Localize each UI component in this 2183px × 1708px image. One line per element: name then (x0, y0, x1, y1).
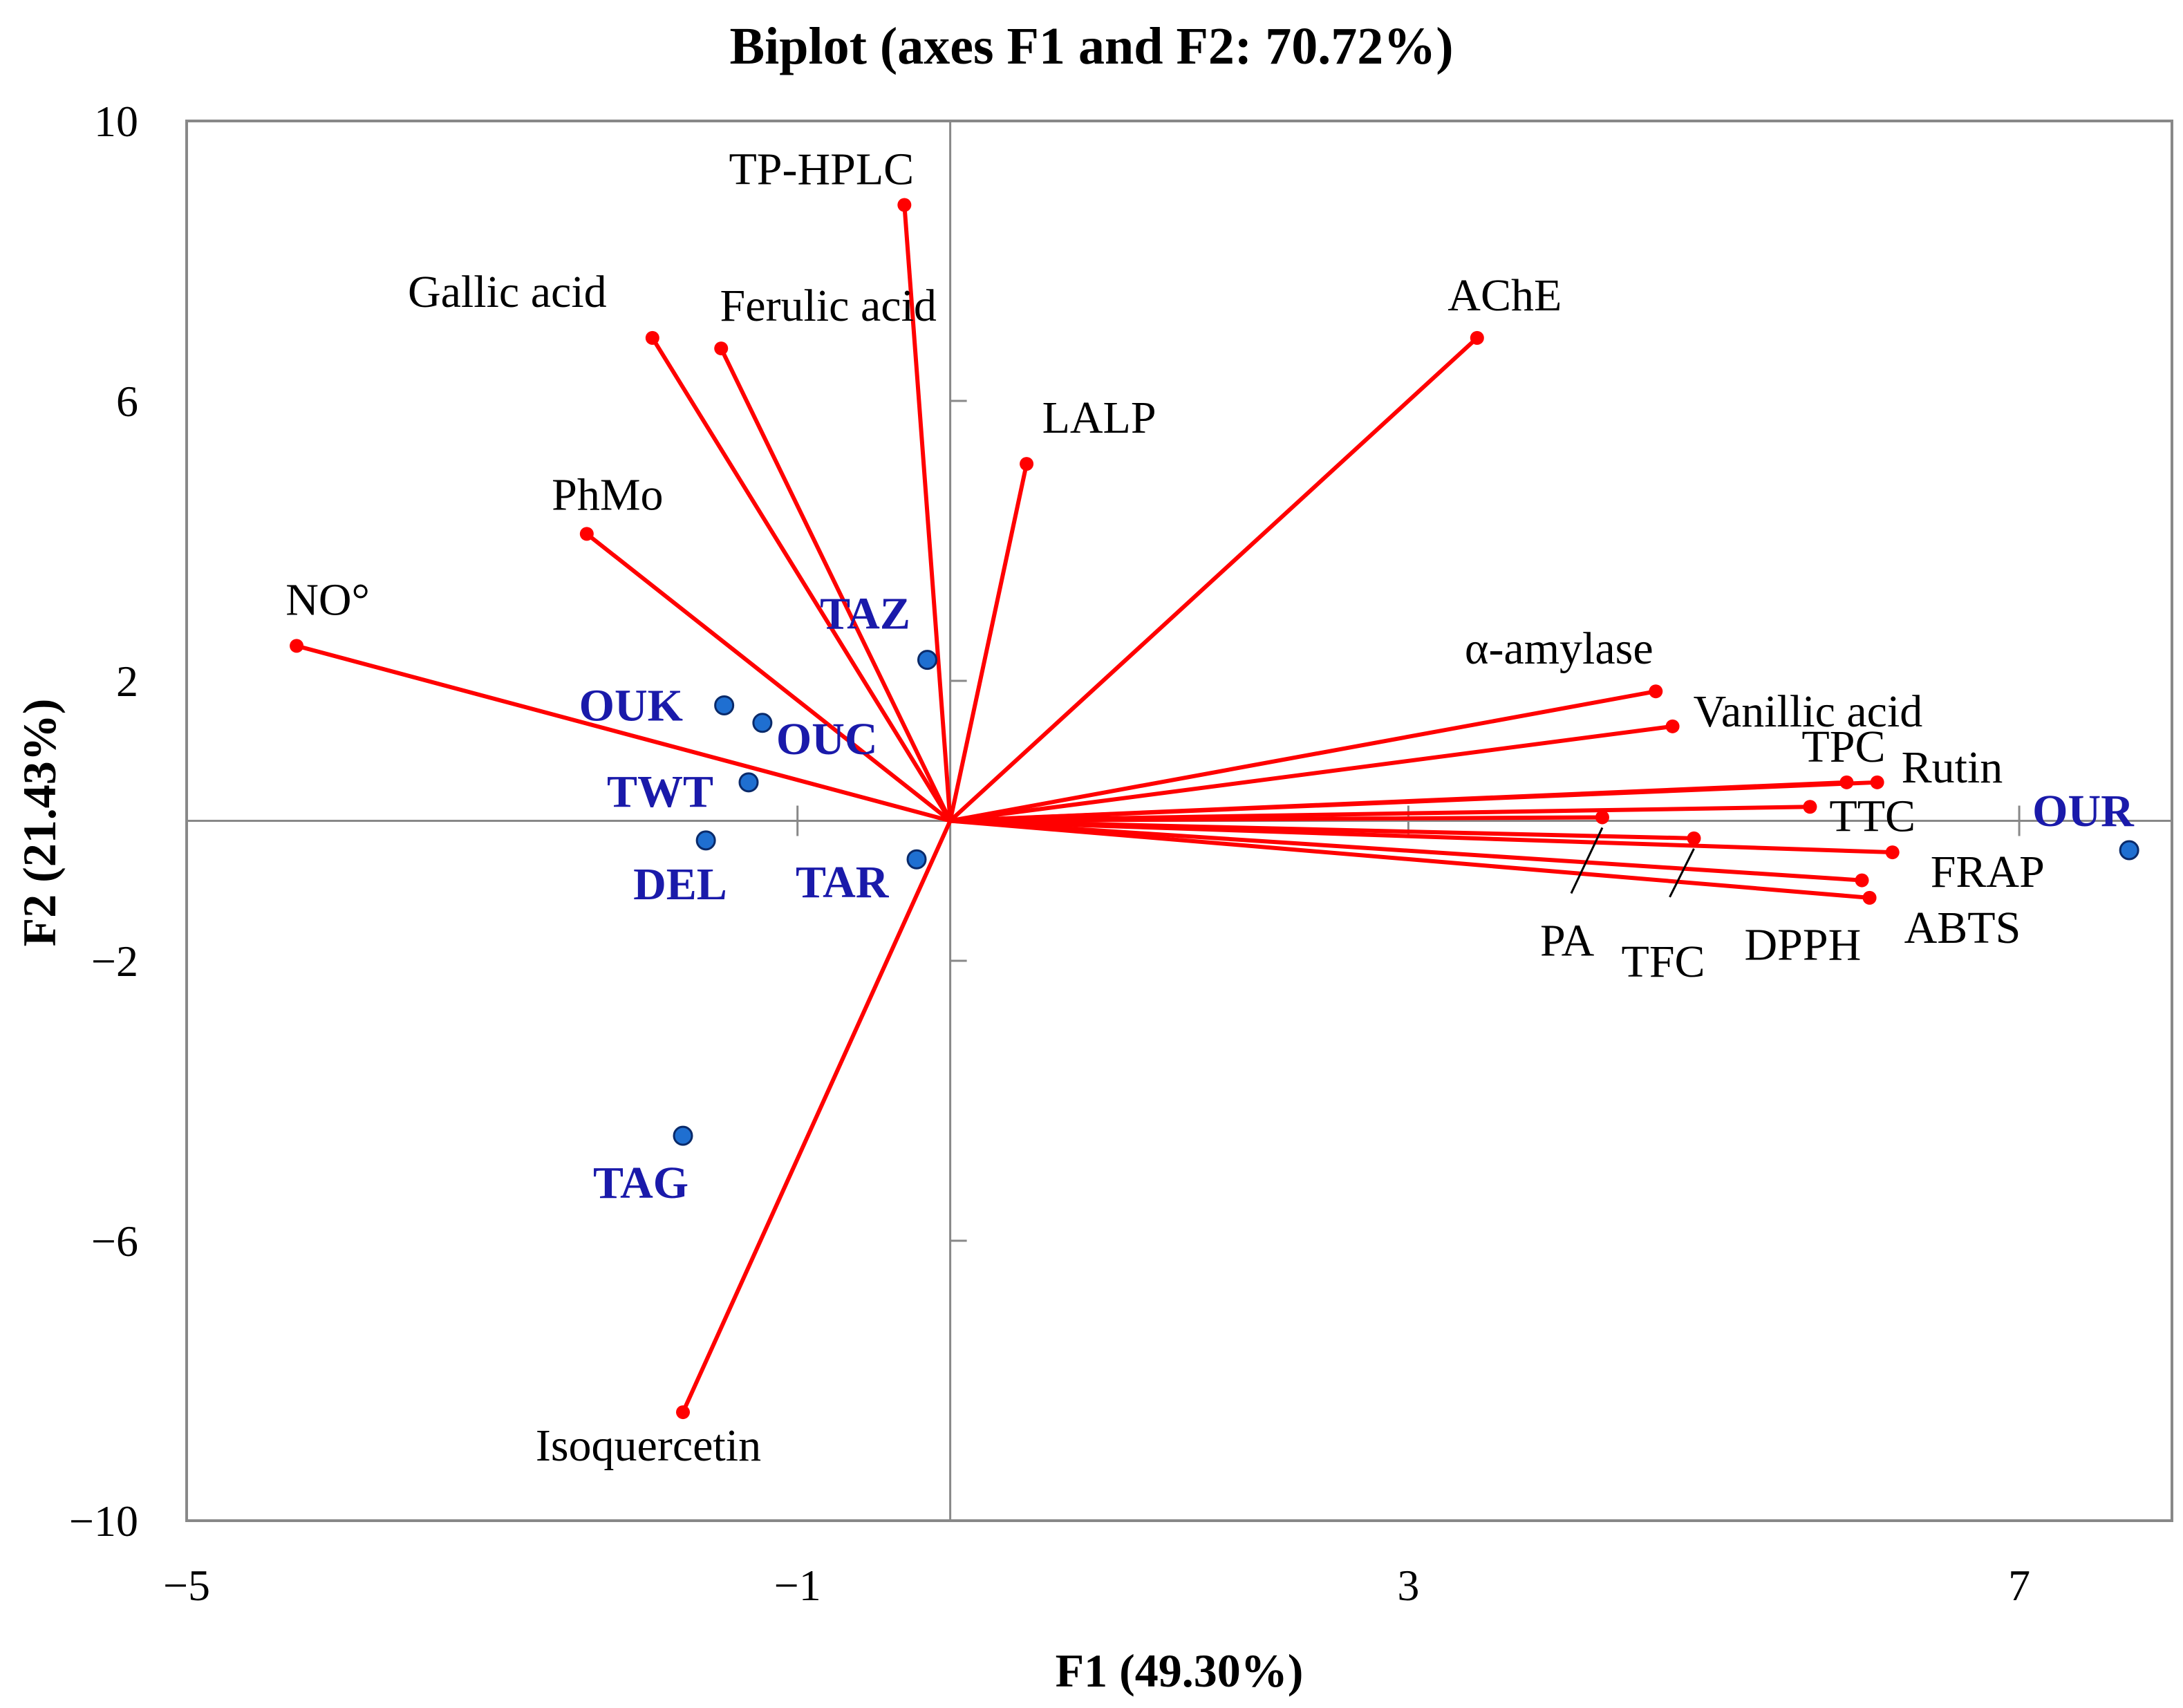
leader-line-tfc (1669, 848, 1695, 898)
variable-label-gallic-acid: Gallic acid (408, 267, 607, 317)
tick-labels: −5 −1 3 7 10 6 2 −2 −6 −10 (69, 97, 2030, 1610)
y-tick-label-1: 6 (116, 377, 138, 426)
leader-line-pa (1570, 827, 1604, 894)
variable-label-isoquercetin: Isoquercetin (536, 1420, 761, 1471)
y-tick-label-2: 2 (116, 657, 138, 706)
variable-label-lalp: LALP (1042, 393, 1156, 443)
vector-tip-ferulic-acid (714, 341, 729, 356)
vector-dpph (950, 818, 1862, 883)
vector-tip-ache (1470, 330, 1484, 345)
observation-label-our: OUR (2032, 786, 2135, 836)
vector-rutin (950, 780, 1877, 823)
vector-phmo (585, 532, 952, 823)
observation-label-tar: TAR (796, 857, 890, 908)
vector-tip-abts (1862, 890, 1877, 905)
label-leader-lines (1570, 827, 1695, 898)
observation-point-tar (906, 849, 927, 870)
x-tick-label-0: −5 (163, 1561, 210, 1610)
variable-label-tfc: TFC (1622, 937, 1705, 987)
y-tick-label-0: 10 (94, 97, 138, 146)
variable-label-rutin: Rutin (1902, 742, 2003, 793)
observation-label-twt: TWT (607, 767, 713, 817)
vector-isoquercetin (681, 820, 953, 1414)
variable-label-ferulic-acid: Ferulic acid (720, 281, 937, 331)
x-tick-label-3: 7 (2008, 1561, 2030, 1610)
observation-points (673, 650, 2139, 1146)
observation-point-tag (673, 1125, 693, 1146)
vector-tip-ttc (1803, 800, 1817, 814)
vector-tip-vanillic-acid (1665, 719, 1680, 733)
vector-tip-frap (1885, 845, 1900, 860)
vector-gallic-acid (650, 337, 953, 823)
vector-lalp (948, 463, 1029, 822)
observation-point-ouc (752, 713, 773, 733)
observation-point-taz (917, 650, 937, 670)
variable-vectors (290, 198, 1900, 1420)
vector-pa (950, 815, 1602, 823)
variable-label-tpc: TPC (1801, 722, 1885, 772)
variable-label-ache: AChE (1447, 270, 1562, 321)
variable-label-vanillic-acid: Vanillic acid (1694, 686, 1923, 737)
vector-tp-hplc (902, 205, 953, 821)
variable-label-dpph: DPPH (1745, 920, 1862, 970)
observation-label-ouc: OUC (776, 714, 878, 764)
variable-label-phmo: PhMo (552, 469, 663, 520)
observation-point-ouk (714, 695, 735, 715)
vector-frap (950, 818, 1893, 855)
vector-tip-alpha-amylase (1649, 684, 1663, 699)
vector-tip-isoquercetin (676, 1405, 690, 1420)
observation-label-taz: TAZ (820, 589, 910, 639)
observation-point-twt (738, 772, 759, 793)
observation-label-del: DEL (633, 859, 727, 910)
vector-tip-rutin (1870, 775, 1884, 789)
chart-title: Biplot (axes F1 and F2: 70.72%) (729, 17, 1453, 75)
vector-tip-gallic-acid (645, 330, 659, 345)
vector-vanillic-acid (950, 724, 1673, 823)
vector-tip-pa (1595, 810, 1609, 825)
vector-abts (950, 818, 1870, 900)
observation-label-tag: TAG (593, 1158, 688, 1208)
vector-tip-lalp (1020, 457, 1034, 471)
vector-no (296, 644, 951, 823)
x-axis-title: F1 (49.30%) (1056, 1644, 1304, 1697)
y-tick-label-5: −10 (69, 1496, 138, 1546)
variable-label-abts: ABTS (1904, 903, 2021, 953)
observation-label-ouk: OUK (579, 680, 683, 731)
vector-tip-no (290, 639, 304, 653)
y-tick-label-4: −6 (91, 1217, 138, 1266)
x-tick-label-2: 3 (1397, 1561, 1419, 1610)
variable-label-frap: FRAP (1931, 847, 2045, 897)
x-tick-label-1: −1 (774, 1561, 821, 1610)
observation-point-del (695, 830, 716, 851)
vector-ferulic-acid (719, 347, 953, 822)
vector-tip-phmo (579, 527, 594, 541)
vector-alpha-amylase (950, 689, 1656, 823)
variable-label-alpha-amylase: α-amylase (1465, 623, 1653, 674)
observation-point-our (2119, 840, 2139, 861)
y-axis-title: F2 (21.43%) (13, 699, 66, 947)
vector-tip-tp-hplc (897, 198, 912, 212)
variable-label-no: NO° (285, 574, 370, 625)
vector-ache (948, 336, 1479, 823)
variable-label-pa: PA (1540, 915, 1595, 966)
vector-tip-dpph (1855, 873, 1869, 888)
variable-label-ttc: TTC (1829, 791, 1915, 841)
vector-tip-tfc (1687, 831, 1701, 845)
point-labels: TP-HPLC Gallic acid Ferulic acid LALP AChE Ph… (285, 144, 2135, 1472)
y-tick-label-3: −2 (91, 937, 138, 986)
variable-label-tp-hplc: TP-HPLC (729, 144, 914, 195)
